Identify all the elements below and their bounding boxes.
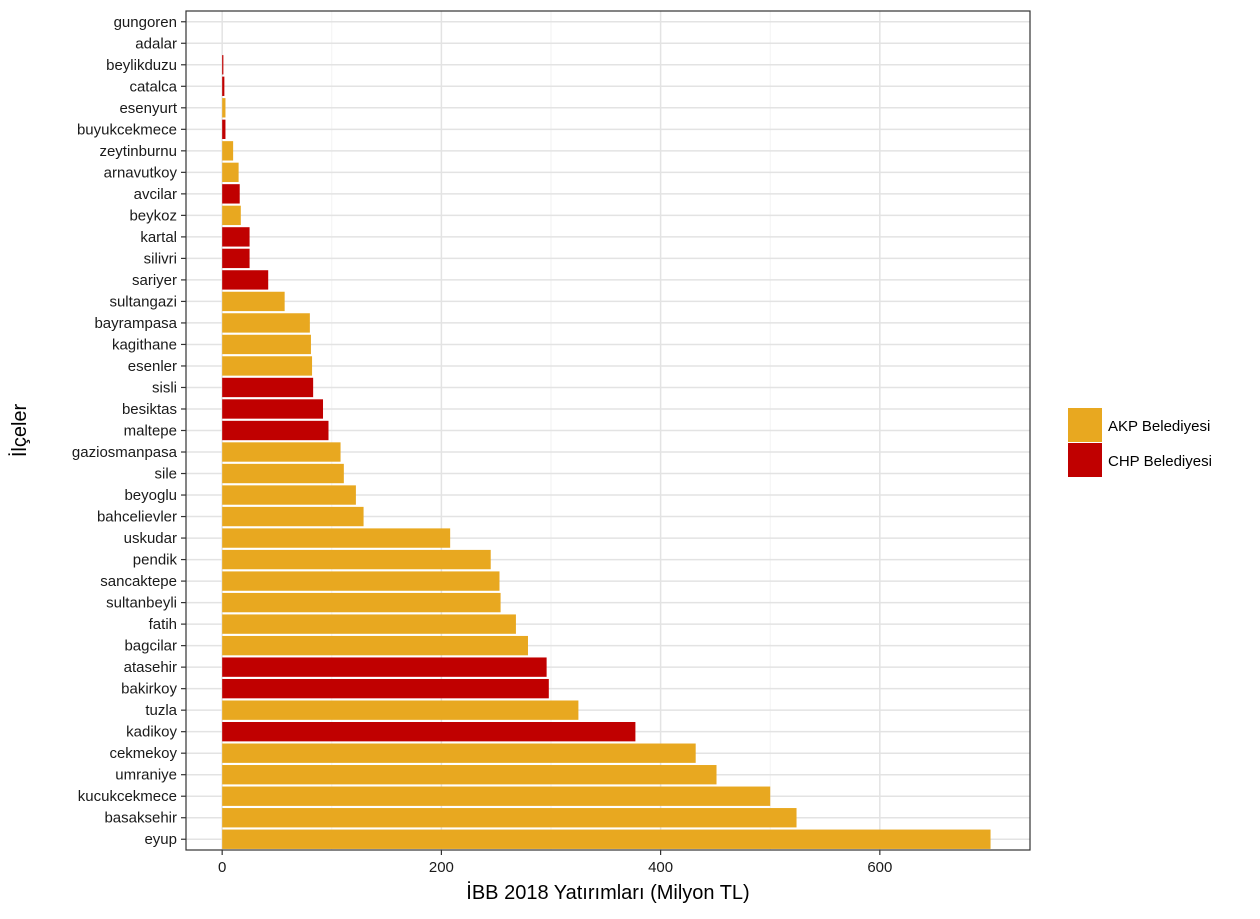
bar-sile <box>222 463 344 484</box>
legend: AKP Belediyesi CHP Belediyesi <box>1068 408 1212 477</box>
bar-maltepe <box>222 420 329 441</box>
y-tick-label: kucukcekmece <box>78 788 177 805</box>
y-tick-label: arnavutkoy <box>104 164 178 181</box>
bar-besiktas <box>222 399 324 419</box>
y-tick-label: kartal <box>140 229 177 246</box>
y-tick-label: sultangazi <box>109 293 177 310</box>
bar-sultangazi <box>222 291 285 312</box>
y-tick-label: gaziosmanpasa <box>72 444 178 461</box>
bar-catalca <box>222 76 225 96</box>
y-tick-label: adalar <box>135 35 177 52</box>
y-tick-label: bahcelievler <box>97 509 177 526</box>
x-tick-label: 600 <box>867 859 892 876</box>
bar-bakirkoy <box>222 678 549 699</box>
bar-buyukcekmece <box>222 119 226 140</box>
bar-eyup <box>222 829 991 849</box>
y-tick-label: besiktas <box>122 401 177 418</box>
bar-cekmekoy <box>222 743 696 763</box>
bar-basaksehir <box>222 808 797 828</box>
bar-bagcilar <box>222 635 528 656</box>
y-tick-label: sancaktepe <box>100 573 177 590</box>
bar-tuzla <box>222 700 579 720</box>
gridlines <box>186 11 1030 850</box>
bar-gaziosmanpasa <box>222 442 341 462</box>
y-tick-label: uskudar <box>124 530 177 547</box>
bar-beykoz <box>222 205 241 226</box>
x-axis-ticks: 0 200 400 600 <box>218 850 892 876</box>
bar-kadikoy <box>222 721 636 742</box>
y-tick-label: zeytinburnu <box>99 143 177 160</box>
y-tick-label: sile <box>154 466 177 483</box>
y-tick-label: beylikduzu <box>106 57 177 74</box>
bar-beylikduzu <box>222 55 224 75</box>
bar-arnavutkoy <box>222 162 239 183</box>
bar-atasehir <box>222 657 547 677</box>
y-tick-label: beykoz <box>129 207 177 224</box>
y-tick-label: umraniye <box>115 767 177 784</box>
y-tick-label: atasehir <box>124 659 177 676</box>
y-tick-label: avcilar <box>134 186 177 203</box>
y-tick-label: sultanbeyli <box>106 595 177 612</box>
bar-sancaktepe <box>222 571 500 591</box>
bars <box>222 55 991 849</box>
legend-key-AKP <box>1068 408 1102 442</box>
y-tick-label: eyup <box>144 831 177 848</box>
y-tick-label: pendik <box>133 552 178 569</box>
bar-pendik <box>222 549 491 570</box>
y-tick-label: catalca <box>129 78 177 95</box>
bar-fatih <box>222 614 516 634</box>
y-tick-label: bagcilar <box>124 638 177 655</box>
x-axis-title: İBB 2018 Yatırımları (Milyon TL) <box>466 881 749 904</box>
bar-sultanbeyli <box>222 592 501 613</box>
x-tick-label: 0 <box>218 859 226 876</box>
y-axis-title: İlçeler <box>8 403 31 457</box>
legend-label-AKP: AKP Belediyesi <box>1108 418 1210 435</box>
y-tick-label: kagithane <box>112 336 177 353</box>
bar-sisli <box>222 377 314 398</box>
bar-avcilar <box>222 184 240 204</box>
bar-kagithane <box>222 334 311 355</box>
y-tick-label: kadikoy <box>126 724 177 741</box>
y-tick-label: buyukcekmece <box>77 121 177 138</box>
bar-sariyer <box>222 270 269 290</box>
bar-kartal <box>222 227 250 247</box>
legend-label-CHP: CHP Belediyesi <box>1108 453 1212 470</box>
y-tick-label: basaksehir <box>104 810 177 827</box>
y-axis-ticks: gungoren adalar beylikduzu catalca esenyurt b… <box>72 14 186 848</box>
y-tick-label: esenyurt <box>119 100 177 117</box>
bar-esenyurt <box>222 98 226 118</box>
y-tick-label: silivri <box>144 250 177 267</box>
y-tick-label: sariyer <box>132 272 177 289</box>
bar-esenler <box>222 356 313 376</box>
y-tick-label: bayrampasa <box>94 315 177 332</box>
y-tick-label: sisli <box>152 379 177 396</box>
x-tick-label: 400 <box>648 859 673 876</box>
bar-kucukcekmece <box>222 786 771 806</box>
x-tick-label: 200 <box>429 859 454 876</box>
bar-silivri <box>222 248 250 269</box>
y-tick-label: tuzla <box>145 702 177 719</box>
y-tick-label: cekmekoy <box>109 745 177 762</box>
bar-umraniye <box>222 765 717 785</box>
y-tick-label: bakirkoy <box>121 681 177 698</box>
bar-beyoglu <box>222 485 356 505</box>
legend-key-CHP <box>1068 443 1102 477</box>
bar-bayrampasa <box>222 313 310 333</box>
y-tick-label: fatih <box>149 616 177 633</box>
y-tick-label: esenler <box>128 358 177 375</box>
bar-zeytinburnu <box>222 141 234 161</box>
bar-bahcelievler <box>222 506 364 527</box>
y-tick-label: maltepe <box>124 423 177 440</box>
y-tick-label: beyoglu <box>124 487 177 504</box>
y-tick-label: gungoren <box>114 14 177 31</box>
bar-uskudar <box>222 528 451 548</box>
